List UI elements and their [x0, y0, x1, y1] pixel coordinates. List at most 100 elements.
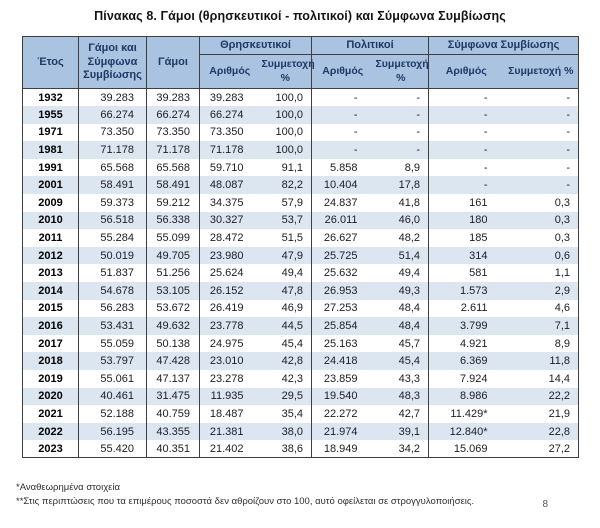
value-cell: 100,0 — [259, 141, 312, 159]
value-cell: 50.019 — [78, 246, 147, 265]
table-row: 2011 55.284 55.099 28.472 51,5 26.627 48,2 185 0… — [23, 229, 579, 247]
value-cell: 48,4 — [398, 302, 421, 315]
value-cell: - — [428, 141, 504, 159]
value-cell: 66.274 — [199, 106, 260, 124]
value-cell: - — [428, 106, 504, 124]
value-cell: 51,4 — [373, 246, 429, 265]
value-cell: 2.611 — [428, 299, 504, 318]
value-cell: - — [566, 91, 571, 104]
value-cell: 23.778 — [199, 317, 260, 335]
value-cell: 51.256 — [146, 264, 200, 283]
value-cell: 29,5 — [259, 387, 312, 406]
value-cell: 24.418 — [311, 352, 374, 370]
value-cell: 73.350 — [199, 123, 260, 142]
table-body: 1932 39.283 39.283 39.283 100,0- - - -1955 66.27… — [22, 88, 579, 458]
value-cell: 6.369 — [428, 352, 504, 370]
year-cell: 2021 — [38, 407, 63, 420]
value-cell: 27,2 — [548, 442, 571, 455]
table-row: 2012 50.019 49.705 23.980 47,9 25.725 51,4 314 0… — [22, 246, 579, 265]
group-header-religious: Θρησκευτικοί — [199, 36, 312, 55]
value-cell: 44,5 — [259, 317, 312, 335]
value-cell: 8.986 — [428, 387, 504, 406]
value-cell: 23.980 — [199, 246, 260, 265]
value-cell: 59.212 — [146, 194, 200, 212]
value-cell: 24.975 — [199, 334, 260, 353]
value-cell: 3.799 — [428, 317, 504, 335]
value-cell: 10.404 — [311, 176, 374, 195]
value-cell: 49,4 — [281, 267, 303, 280]
value-cell: 50.138 — [146, 334, 200, 353]
value-cell: 21.402 — [199, 440, 260, 458]
value-cell: 51,5 — [281, 232, 303, 245]
table-row: 1981 71.178 71.178 71.178 100,0- - - - — [22, 141, 579, 159]
year-cell: 2015 — [38, 302, 63, 315]
value-cell: 56.195 — [78, 422, 147, 441]
value-cell: 66.274 — [78, 106, 147, 124]
value-cell: - — [566, 161, 571, 174]
value-cell: 47,8 — [259, 282, 312, 300]
page-title: Πίνακας 8. Γάμοι (θρησκευτικοί - πολιτικ… — [94, 9, 506, 23]
table-row: 1971 73.350 73.350 73.350 100,0- - - - — [23, 123, 579, 142]
value-cell: 41,8 — [398, 196, 421, 209]
value-cell: 30.327 — [199, 211, 260, 230]
value-cell: 21.974 — [311, 422, 374, 441]
footnotes: *Αναθεωρημένα στοιχεία **Στις περιπτώσει… — [16, 481, 576, 509]
value-cell: 21,9 — [548, 407, 571, 420]
value-cell: 25.725 — [311, 246, 374, 265]
year-cell: 2012 — [22, 246, 79, 265]
value-cell: 18.487 — [199, 405, 260, 423]
value-cell: 7.924 — [428, 370, 504, 388]
col-header-year: Έτος — [22, 36, 79, 89]
value-cell: 49,3 — [373, 282, 429, 300]
table-row: 2021 52.188 40.759 18.487 35,4 22.272 42,7 11.4… — [23, 405, 579, 423]
table-row: 2017 55.059 50.138 24.975 45,4 25.163 45,7 4.92… — [23, 334, 579, 353]
value-cell: 14,4 — [548, 372, 571, 385]
value-cell: 38,6 — [281, 442, 303, 455]
value-cell: 55.284 — [78, 229, 147, 247]
value-cell: 5.858 — [311, 158, 374, 177]
value-cell: 2,9 — [503, 282, 579, 300]
value-cell: 40.351 — [146, 440, 200, 458]
value-cell: 47.137 — [146, 370, 200, 388]
footnote-rounding: **Στις περιπτώσεις που τα επιμέρους ποσο… — [16, 495, 475, 507]
value-cell: 56.518 — [78, 211, 147, 230]
value-cell: 26.953 — [311, 282, 374, 300]
table-row: 1955 66.274 66.274 66.274 100,0- - - - — [22, 106, 579, 124]
value-cell: 58.491 — [78, 176, 147, 195]
value-cell: 71.178 — [199, 141, 260, 159]
value-cell: 39.283 — [78, 88, 147, 107]
value-cell: 42,3 — [281, 372, 303, 385]
value-cell: 47,9 — [259, 246, 312, 265]
sub-header-civil-share: Συμμετοχή % — [373, 54, 429, 89]
value-cell: 65.568 — [78, 158, 147, 177]
group-header-cohabitation: Σύμφωνα Συμβίωσης — [428, 36, 579, 55]
value-cell: 46,9 — [281, 302, 303, 315]
table-header: Έτος Γάμοι και Σύμφωνα Συμβίωσης Γάμοι Θ… — [22, 36, 579, 89]
year-cell: 2011 — [38, 232, 63, 245]
value-cell: 25.854 — [311, 317, 374, 335]
value-cell: 43.355 — [146, 422, 200, 441]
year-cell: 2001 — [22, 176, 79, 195]
value-cell: 49.632 — [146, 317, 200, 335]
value-cell: 4.921 — [428, 334, 504, 353]
value-cell: - — [311, 141, 374, 159]
year-cell: 2023 — [38, 442, 63, 455]
value-cell: - — [311, 88, 374, 107]
value-cell: - — [503, 176, 579, 195]
value-cell: - — [428, 123, 504, 142]
value-cell: 22.272 — [311, 405, 374, 423]
value-cell: 23.859 — [311, 370, 374, 388]
value-cell: 19.540 — [311, 387, 374, 406]
value-cell: 71.178 — [78, 141, 147, 159]
table-row: 2014 54.678 53.105 26.152 47,8 26.953 49,3 1.57… — [22, 282, 579, 300]
table-row: 2010 56.518 56.338 30.327 53,7 26.011 46,0 180 0… — [22, 211, 579, 230]
value-cell: 0,3 — [503, 211, 579, 230]
value-cell: 34,2 — [398, 442, 421, 455]
group-header-civil: Πολιτικοί — [310, 36, 429, 55]
value-cell: 180 — [428, 211, 504, 230]
value-cell: 73.350 — [78, 123, 147, 142]
value-cell: 53.797 — [78, 352, 147, 370]
year-cell: 2009 — [38, 196, 63, 209]
col-header-marriages: Γάμοι — [146, 36, 200, 89]
year-cell: 2020 — [22, 387, 79, 406]
